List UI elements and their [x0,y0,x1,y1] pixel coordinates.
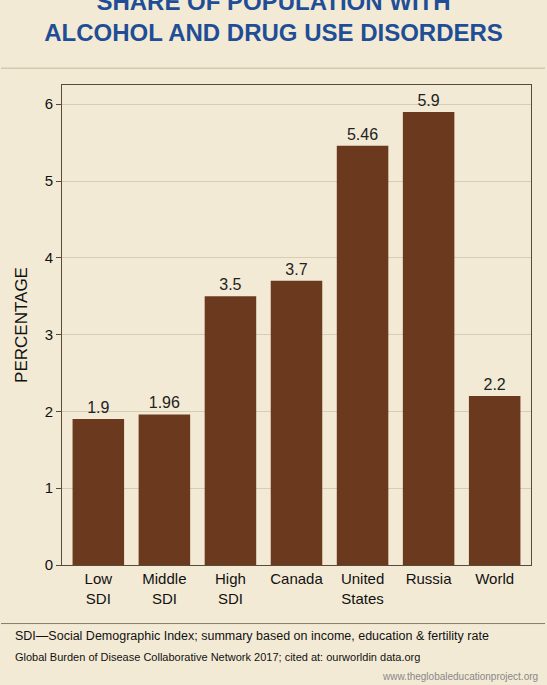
svg-text:1.96: 1.96 [149,394,180,411]
svg-text:4: 4 [45,249,53,266]
svg-text:2.2: 2.2 [483,376,505,393]
svg-text:3: 3 [45,326,53,343]
svg-text:World: World [475,570,514,587]
svg-text:5.9: 5.9 [417,92,439,109]
svg-text:SHARE OF POPULATION WITHALCOHO: SHARE OF POPULATION WITHALCOHOL AND DRUG… [44,0,503,46]
svg-text:5: 5 [45,172,53,189]
svg-text:5.46: 5.46 [347,126,378,143]
svg-text:Russia: Russia [406,570,453,587]
svg-text:HighSDI: HighSDI [215,570,246,607]
svg-text:3.7: 3.7 [285,261,307,278]
svg-text:www.theglobaleducationproject.: www.theglobaleducationproject.org [382,671,538,682]
svg-text:1: 1 [45,479,53,496]
svg-text:SDI—Social Demographic Index;: SDI—Social Demographic Index; summary ba… [15,629,489,643]
svg-text:UnitedStates: UnitedStates [341,570,384,607]
svg-text:3.5: 3.5 [219,276,241,293]
svg-text:2: 2 [45,403,53,420]
svg-text:Canada: Canada [270,570,323,587]
svg-text:LowSDI: LowSDI [85,570,113,607]
svg-text:PERCENTAGE: PERCENTAGE [12,267,31,383]
svg-text:MiddleSDI: MiddleSDI [142,570,186,607]
svg-text:Global Burden of Disease Colla: Global Burden of Disease Collaborative N… [15,651,420,663]
svg-text:1.9: 1.9 [87,399,109,416]
svg-text:0: 0 [45,556,53,573]
svg-text:6: 6 [45,95,53,112]
